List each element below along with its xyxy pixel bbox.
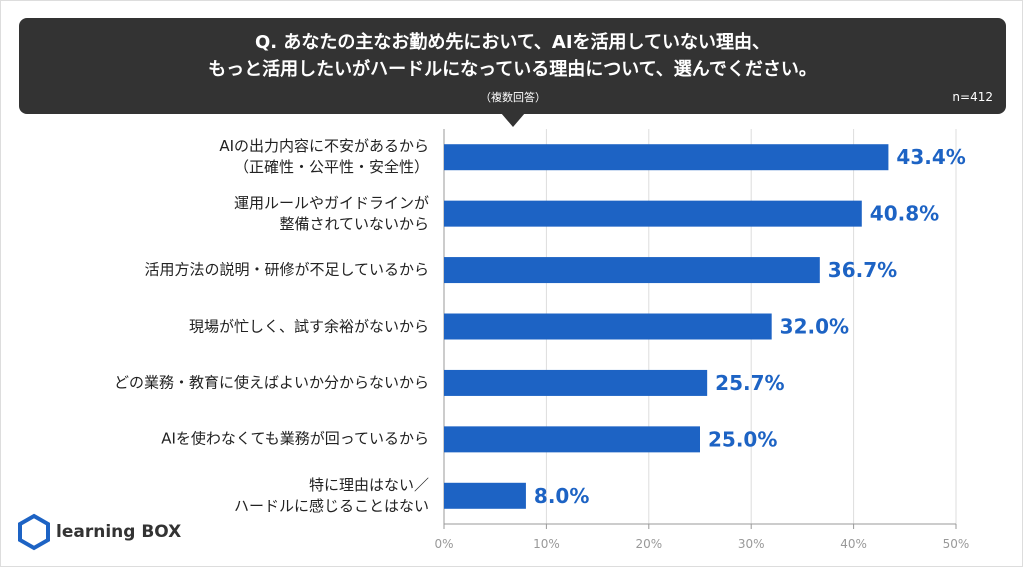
value-label: 40.8% (870, 202, 939, 226)
category-label: AIを使わなくても業務が回っているから (161, 429, 429, 448)
category-label: 活用方法の説明・研修が不足しているから (144, 260, 429, 279)
value-label: 36.7% (828, 258, 897, 282)
bar (444, 426, 700, 453)
value-label: 8.0% (534, 484, 589, 508)
x-tick-label: 10% (533, 537, 560, 551)
category-label: 現場が忙しく、試す余裕がないから (188, 317, 429, 335)
value-label: 25.7% (715, 371, 784, 395)
x-tick-label: 40% (840, 537, 867, 551)
x-tick-label: 50% (943, 537, 970, 551)
logo-icon (18, 513, 50, 551)
subtitle: （複数回答） (480, 90, 546, 104)
value-label: 32.0% (780, 315, 849, 339)
logo: learning BOX (18, 513, 181, 551)
sample-size: n=412 (952, 90, 993, 104)
header-box (19, 18, 1006, 114)
value-label: 25.0% (708, 427, 777, 451)
bar (444, 257, 820, 284)
category-label: AIの出力内容に不安があるから （正確性・公平性・安全性） (219, 137, 429, 177)
bar (444, 144, 889, 171)
category-label: どの業務・教育に使えばよいか分からないから (113, 373, 429, 392)
x-tick-label: 30% (738, 537, 765, 551)
logo-text: learning BOX (56, 522, 181, 542)
bar (444, 313, 772, 340)
value-label: 43.4% (896, 145, 965, 169)
header-pointer (501, 113, 525, 127)
category-label: 特に理由はない／ ハードルに感じることはない (233, 475, 429, 515)
bar (444, 200, 862, 227)
x-tick-label: 20% (635, 537, 662, 551)
bar (444, 482, 526, 509)
category-label: 運用ルールやガイドラインが 整備されていないから (233, 193, 429, 233)
chart-title: Q. あなたの主なお勤め先において、AIを活用していない理由、 もっと活用したい… (208, 32, 817, 80)
bar (444, 369, 708, 396)
x-tick-label: 0% (434, 537, 453, 551)
